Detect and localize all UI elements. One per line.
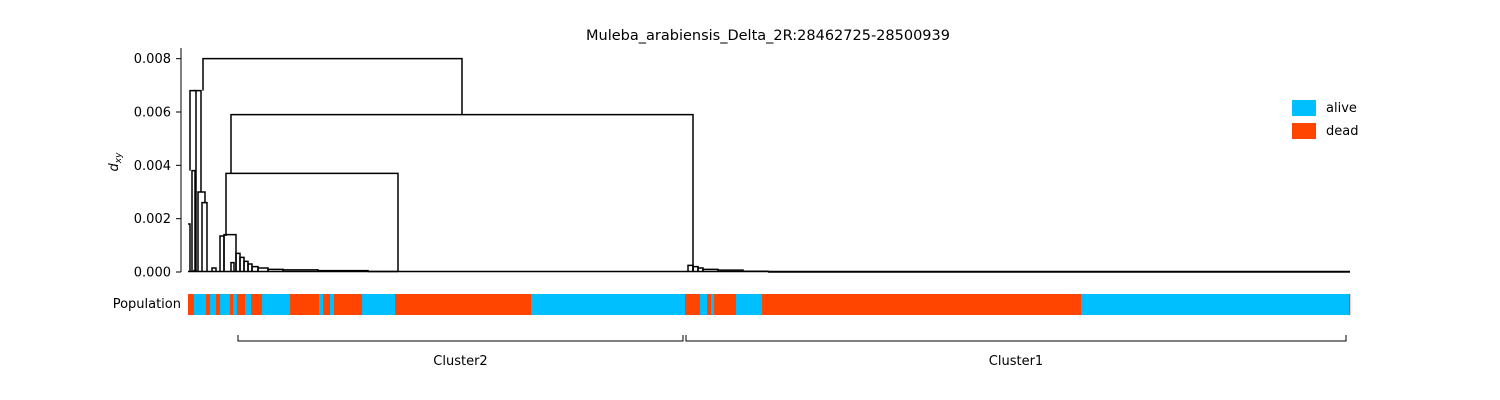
population-segment: [188, 294, 195, 315]
population-segment: [323, 294, 331, 315]
legend-swatch-alive: [1292, 100, 1316, 116]
population-segment: [685, 294, 701, 315]
population-segment: [194, 294, 207, 315]
dendrogram-link: [191, 169, 196, 272]
dendrogram-link: [230, 113, 694, 272]
population-segment: [714, 294, 737, 315]
population-segment: [700, 294, 708, 315]
population-segment: [210, 294, 217, 315]
dendrogram-link: [188, 223, 191, 272]
population-segment: [220, 294, 231, 315]
population-segment: [245, 294, 252, 315]
population-segment: [206, 294, 211, 315]
population-segment: [1081, 294, 1350, 315]
population-segment: [237, 294, 246, 315]
population-segment: [334, 294, 363, 315]
population-segment: [216, 294, 221, 315]
population-segment: [233, 294, 238, 315]
cluster-brackets: Cluster2 Cluster1: [237, 335, 1347, 369]
population-segment: [707, 294, 712, 315]
population-segment: [395, 294, 532, 315]
y-tick-label: 0.002: [134, 212, 171, 227]
population-segment: [319, 294, 324, 315]
y-tick-label: 0.006: [134, 106, 171, 121]
population-segment: [531, 294, 686, 315]
population-segment: [362, 294, 396, 315]
y-ticks: 0.000 0.002 0.004 0.006 0.008: [134, 52, 181, 281]
cluster-label: Cluster1: [989, 354, 1043, 369]
population-segment: [1349, 294, 1351, 315]
y-tick-label: 0.004: [134, 159, 171, 174]
legend-label-alive: alive: [1326, 101, 1357, 116]
legend-swatch-dead: [1292, 123, 1316, 139]
population-segment: [762, 294, 1082, 315]
cluster-bracket: [237, 335, 684, 342]
chart-title: Muleba_arabiensis_Delta_2R:28462725-2850…: [586, 28, 950, 44]
cluster-bracket: [685, 335, 1347, 342]
dendrogram-link: [202, 57, 463, 115]
y-axis-label-main: d: [107, 162, 122, 171]
legend: alive dead: [1292, 100, 1358, 139]
population-segment: [230, 294, 234, 315]
dendrogram-link: [225, 172, 399, 272]
population-segment: [251, 294, 263, 315]
y-axis-label: dxy: [107, 152, 124, 172]
dendrogram-link: [211, 267, 217, 272]
population-segment: [736, 294, 763, 315]
population-bar: [188, 294, 1351, 315]
y-tick-label: 0.000: [134, 266, 171, 281]
y-axis-label-sub: xy: [114, 152, 124, 164]
population-segment: [330, 294, 335, 315]
population-segment: [262, 294, 291, 315]
y-tick-label: 0.008: [134, 52, 171, 67]
population-label: Population: [113, 297, 181, 312]
dendrogram-link: [230, 261, 235, 272]
cluster-label: Cluster2: [433, 354, 487, 369]
dendrogram-links: [188, 57, 1350, 273]
population-segment: [711, 294, 715, 315]
legend-label-dead: dead: [1326, 124, 1358, 139]
dendrogram-link: [201, 201, 208, 272]
dendrogram-link: [193, 89, 202, 192]
population-segment: [290, 294, 320, 315]
